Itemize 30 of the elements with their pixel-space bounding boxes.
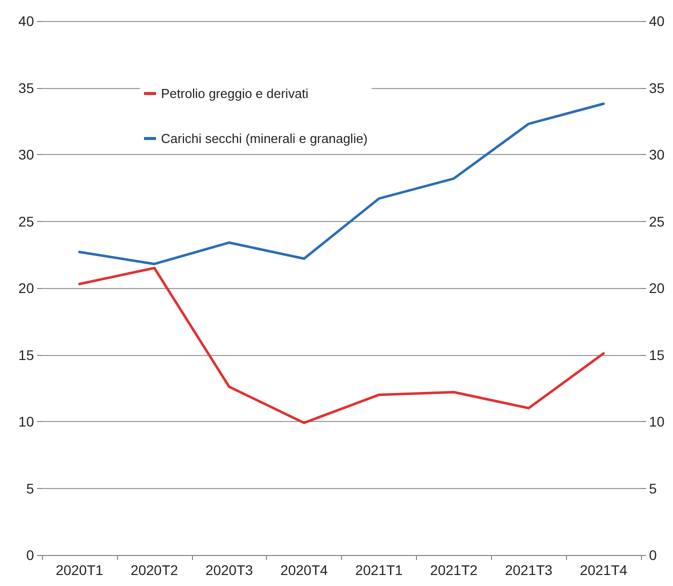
y2-tick-label: 25 bbox=[649, 213, 665, 230]
y-tick-label: 15 bbox=[18, 346, 34, 363]
x-tick-label: 2021T4 bbox=[580, 562, 628, 578]
x-tick-label: 2020T1 bbox=[56, 562, 104, 578]
y-tick-label: 20 bbox=[18, 280, 34, 296]
y-tick-label: 40 bbox=[18, 13, 34, 29]
x-tick-label: 2021T2 bbox=[430, 562, 478, 578]
y2-tick-label: 0 bbox=[649, 547, 657, 563]
y2-tick-label: 20 bbox=[649, 280, 665, 296]
line-series bbox=[78, 266, 605, 424]
y-tick-label: 0 bbox=[26, 547, 34, 563]
x-tick-label: 2020T2 bbox=[130, 562, 178, 578]
legend-label: Carichi secchi (minerali e granaglie) bbox=[161, 131, 368, 146]
y2-tick-label: 15 bbox=[649, 346, 665, 363]
y2-tick-label: 40 bbox=[649, 13, 665, 29]
y-tick-label: 30 bbox=[18, 146, 34, 162]
legend-label: Petrolio greggio e derivati bbox=[161, 86, 309, 101]
y2-tick-label: 30 bbox=[649, 146, 665, 162]
y-tick-label: 5 bbox=[26, 480, 34, 496]
x-tick-label: 2020T3 bbox=[205, 562, 254, 578]
y-tick-label: 35 bbox=[18, 80, 34, 96]
y2-tick-label: 5 bbox=[649, 480, 657, 496]
line-series bbox=[78, 102, 605, 266]
y2-tick-label: 10 bbox=[649, 414, 665, 430]
y2-tick-label: 35 bbox=[649, 80, 665, 96]
x-tick-label: 2020T4 bbox=[280, 562, 328, 578]
x-tick-label: 2021T1 bbox=[355, 562, 403, 578]
y-tick-label: 25 bbox=[18, 213, 34, 230]
x-tick-label: 2021T3 bbox=[504, 562, 553, 578]
y-tick-label: 10 bbox=[18, 414, 34, 430]
